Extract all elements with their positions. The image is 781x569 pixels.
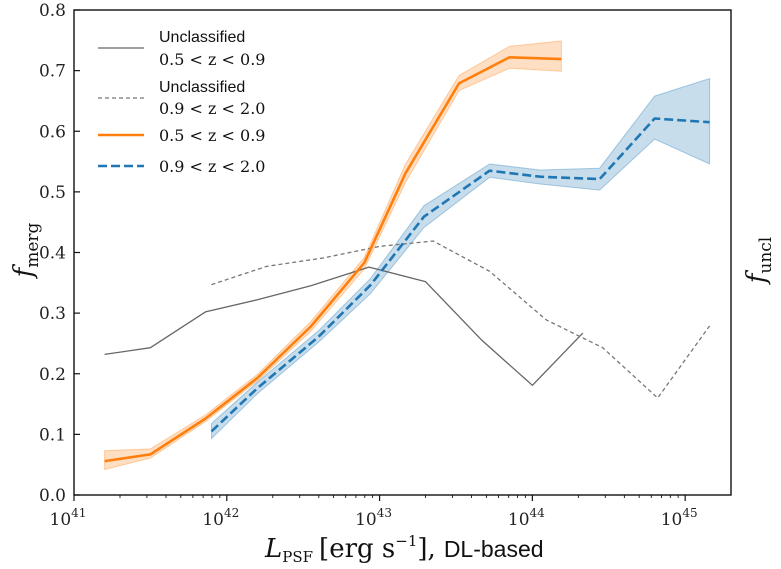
legend-range-merger-high-z: 0.9 < z < 2.0 bbox=[159, 157, 265, 176]
y-tick-label-7: 0.7 bbox=[39, 62, 66, 82]
y-tick-label-3: 0.3 bbox=[39, 304, 66, 324]
x-axis-label: LPSF [erg s−1], DL-based bbox=[264, 532, 544, 566]
x-label-suffix: DL-based bbox=[444, 536, 544, 562]
line-series-2 bbox=[104, 55, 562, 463]
y-tick-label-1: 0.1 bbox=[39, 425, 66, 445]
y-tick-label-4: 0.4 bbox=[39, 244, 66, 264]
x-label-unit-exp: −1 bbox=[395, 532, 417, 550]
legend-range-merger-low-z: 0.5 < z < 0.9 bbox=[159, 126, 265, 145]
x-label-sub: PSF bbox=[282, 548, 313, 566]
legend-range-unclassified-low-z: 0.5 < z < 0.9 bbox=[159, 50, 265, 69]
legend: Unclassified 0.5 < z < 0.9 Unclassified … bbox=[98, 29, 265, 176]
series-lines bbox=[104, 55, 711, 463]
legend-label-unclassified-high-z: Unclassified bbox=[159, 79, 245, 96]
x-tick-label-2: 1043 bbox=[355, 506, 392, 530]
x-label-unit-open: [erg s bbox=[319, 534, 395, 564]
legend-label-unclassified-low-z: Unclassified bbox=[159, 29, 245, 46]
x-label-main: L bbox=[264, 534, 282, 564]
line-series-1 bbox=[211, 240, 711, 399]
svg-text:funcl: funcl bbox=[742, 237, 776, 285]
y-tick-label-8: 0.8 bbox=[39, 1, 66, 21]
band-series-2 bbox=[104, 40, 562, 471]
y-tick-label-5: 0.5 bbox=[39, 183, 66, 203]
line-series-3 bbox=[210, 117, 710, 433]
y-tick-label-6: 0.6 bbox=[39, 122, 66, 142]
y-label-right-sub: uncl bbox=[756, 237, 776, 274]
y-tick-label-0: 0.0 bbox=[39, 486, 66, 506]
x-tick-label-3: 1044 bbox=[508, 506, 545, 530]
y-axis-label-left: fmerg bbox=[9, 222, 43, 279]
legend-range-unclassified-high-z: 0.9 < z < 2.0 bbox=[159, 99, 265, 118]
confidence-bands bbox=[104, 40, 711, 471]
x-label-unit-close: ], bbox=[417, 534, 435, 564]
x-tick-label-1: 1042 bbox=[202, 506, 239, 530]
y-label-left-sub: merg bbox=[23, 222, 43, 267]
svg-text:fmerg: fmerg bbox=[9, 222, 43, 279]
line-series-0 bbox=[104, 266, 584, 386]
y-axis-label-right: funcl bbox=[742, 237, 776, 285]
plot-frame bbox=[73, 9, 732, 496]
band-series-3 bbox=[211, 77, 711, 440]
x-tick-label-0: 1041 bbox=[50, 506, 87, 530]
y-tick-label-2: 0.2 bbox=[39, 365, 66, 385]
axis-ticks: 0.0 0.1 0.2 0.3 0.4 0.5 0.6 0.7 0.8 1041 1042 1043 1… bbox=[39, 1, 698, 530]
x-tick-label-4: 1045 bbox=[661, 506, 698, 530]
